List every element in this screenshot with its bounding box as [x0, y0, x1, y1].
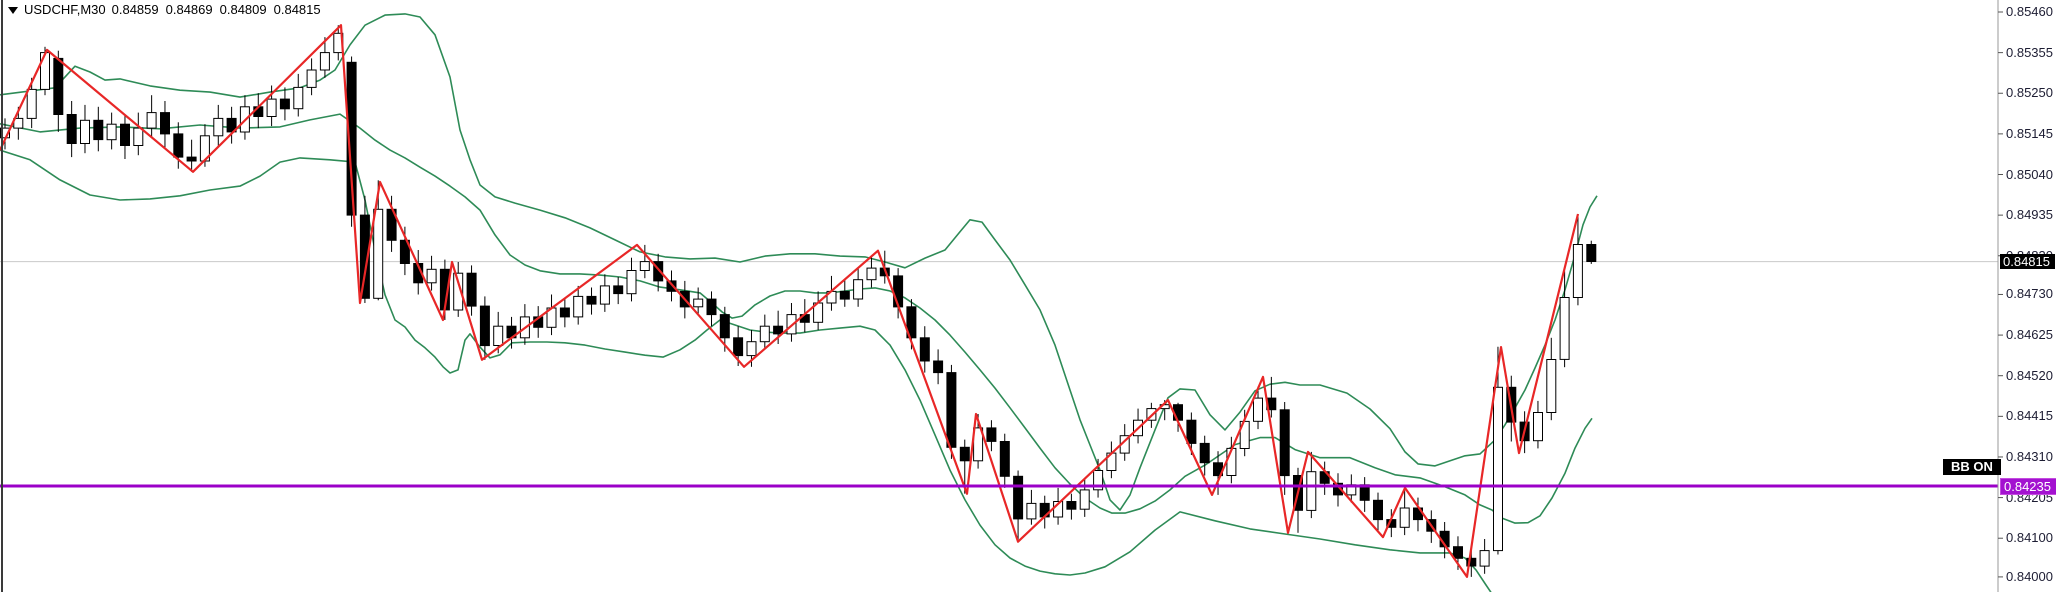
- chart-title-bar: USDCHF,M30 0.84859 0.84869 0.84809 0.848…: [8, 2, 321, 17]
- symbol-period-label: USDCHF,M30: [24, 2, 106, 17]
- axis-label: 0.84730: [2006, 286, 2053, 302]
- axis-label: 0.84520: [2006, 367, 2053, 383]
- bb-on-badge[interactable]: BB ON: [1943, 458, 2001, 475]
- symbol-dropdown-icon[interactable]: [8, 6, 18, 14]
- bollinger-lower-band: [0, 149, 1492, 592]
- ohlc-values: 0.84859 0.84869 0.84809 0.84815: [112, 2, 321, 17]
- bollinger-middle-band: [0, 113, 1593, 524]
- hline-price-label: 0.84235: [2000, 477, 2056, 495]
- axis-label: 0.84000: [2006, 568, 2053, 584]
- axis-label: 0.85040: [2006, 166, 2053, 182]
- axis-label: 0.84935: [2006, 207, 2053, 223]
- axis-label: 0.84310: [2006, 448, 2053, 464]
- high-value: 0.84869: [165, 2, 213, 17]
- axis-label: 0.85460: [2006, 3, 2053, 19]
- low-value: 0.84809: [219, 2, 267, 17]
- bollinger-upper-band: [0, 13, 1598, 511]
- axis-label: 0.85250: [2006, 85, 2053, 101]
- axis-label: 0.84100: [2006, 530, 2053, 546]
- axis-label: 0.85145: [2006, 125, 2053, 141]
- zigzag-line: [0, 24, 1580, 579]
- close-value: 0.84815: [273, 2, 321, 17]
- window-left-border: [1, 0, 3, 592]
- axis-label: 0.84625: [2006, 327, 2053, 343]
- open-value: 0.84859: [111, 2, 159, 17]
- axis-label: 0.84415: [2006, 408, 2053, 424]
- axis-label: 0.85355: [2006, 44, 2053, 60]
- candles-layer: [0, 25, 1597, 577]
- bid-price-label: 0.84815: [2000, 253, 2055, 269]
